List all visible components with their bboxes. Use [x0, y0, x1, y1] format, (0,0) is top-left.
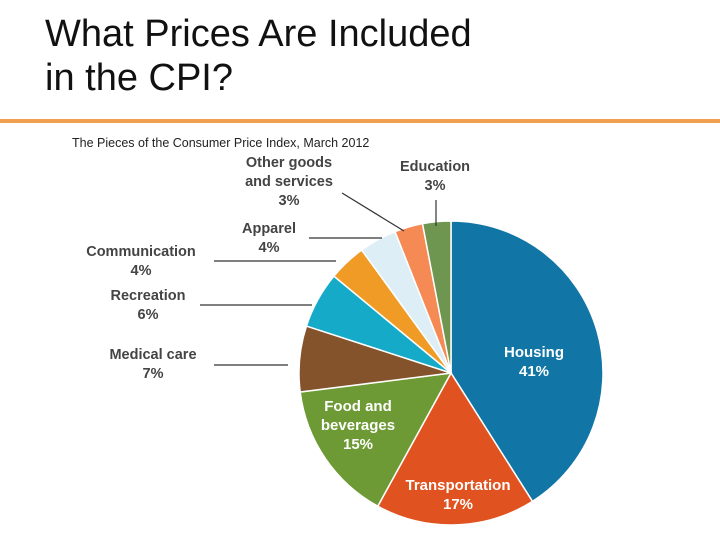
slice-label-communication: Communication 4% — [86, 244, 196, 279]
pie-slice-housing — [450, 220, 604, 503]
slice-label-recreation: Recreation 6% — [111, 288, 186, 323]
slice-label-apparel: Apparel 4% — [242, 221, 296, 256]
slice-label-housing: Housing 41% — [504, 344, 564, 380]
pie-slice-education — [421, 220, 452, 374]
slice-label-other-goods-and-services: Other goods and services 3% — [245, 155, 333, 209]
slide-title-line2: in the CPI? — [45, 57, 233, 99]
slide-title: What Prices Are Included in the CPI? — [45, 12, 685, 100]
slice-label-transportation: Transportation 17% — [405, 477, 510, 513]
pie-slice-food-and-beverages — [299, 372, 453, 508]
chart-title: The Pieces of the Consumer Price Index, … — [72, 136, 369, 150]
slice-label-medical-care: Medical care 7% — [109, 347, 196, 382]
slice-label-food-and-beverages: Food and beverages 15% — [321, 398, 395, 453]
pie-slice-transportation — [376, 371, 534, 526]
slide-title-line1: What Prices Are Included — [45, 13, 472, 55]
slice-label-education: Education 3% — [400, 159, 470, 194]
title-divider — [0, 119, 720, 123]
leader-line-other-goods-and-services — [341, 192, 405, 232]
